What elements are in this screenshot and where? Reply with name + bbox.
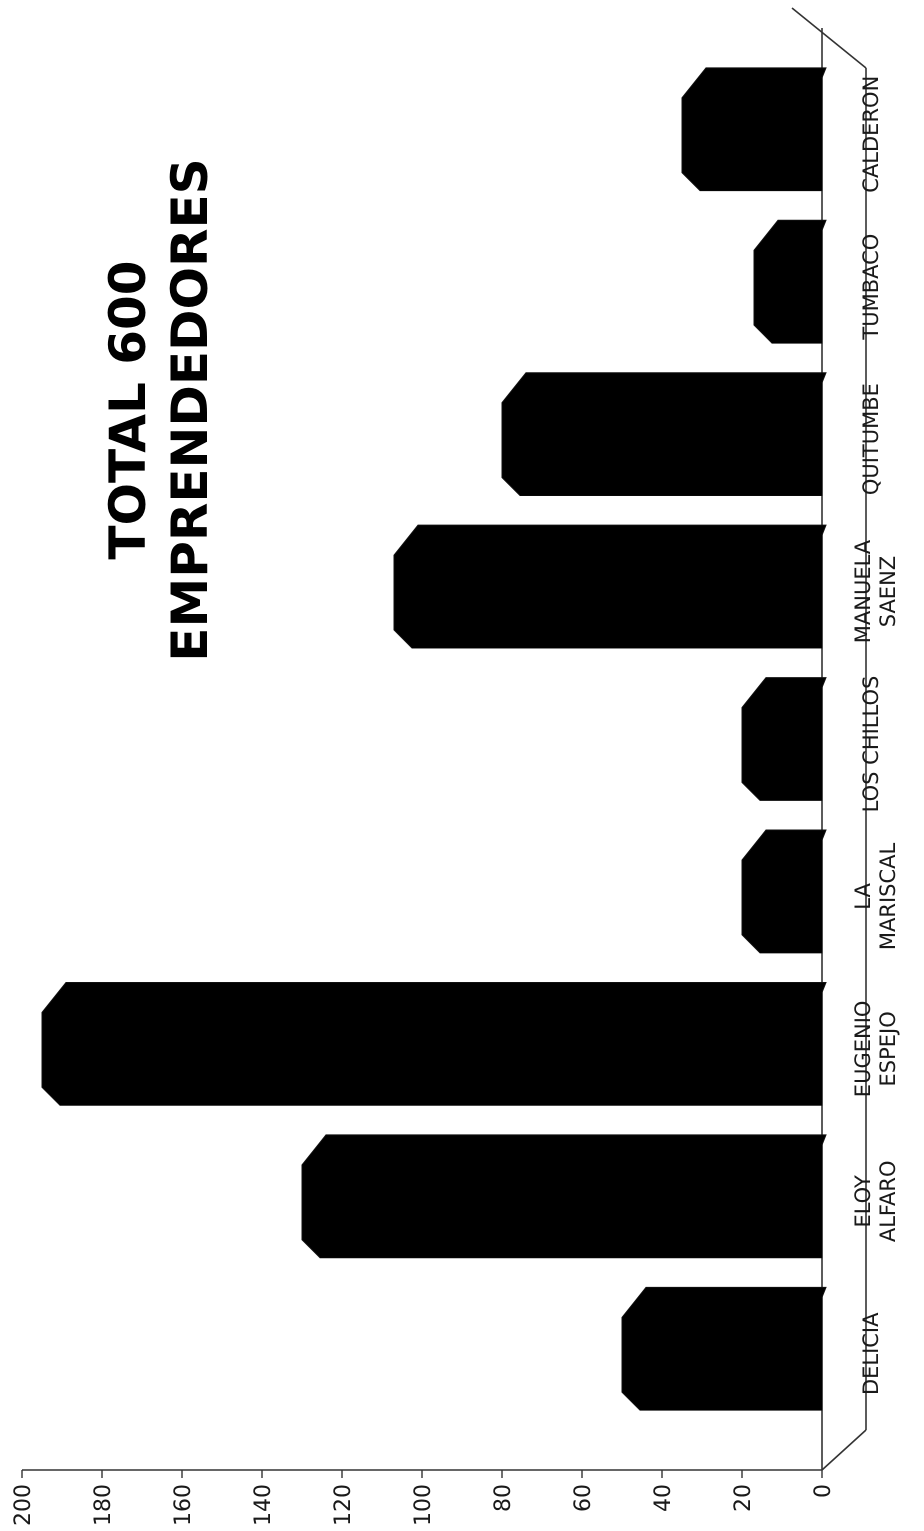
category-label: EUGENIOESPEJO xyxy=(851,1001,900,1098)
y-axis-ticks: 0 20 40 60 80 100 120 140 160 180 200 xyxy=(11,1470,836,1526)
category-label: ELOYALFARO xyxy=(851,1160,900,1242)
bar-face xyxy=(520,382,822,496)
bar xyxy=(393,524,827,649)
bar xyxy=(501,372,827,497)
y-tick-label: 0 xyxy=(811,1484,836,1498)
bar xyxy=(681,67,827,192)
y-tick-label: 200 xyxy=(11,1484,36,1526)
chart-title: TOTAL 600EMPRENDEDORES xyxy=(99,158,219,661)
bar xyxy=(741,829,827,954)
y-tick-label: 60 xyxy=(571,1484,596,1512)
floor-bottom-edge xyxy=(821,1429,867,1471)
y-tick-label: 140 xyxy=(251,1484,276,1526)
category-label: LOS CHILLOS xyxy=(859,676,883,813)
bar-face xyxy=(772,230,822,344)
y-tick-label: 180 xyxy=(91,1484,116,1526)
category-label: CALDERON xyxy=(859,76,883,193)
bar xyxy=(621,1286,827,1411)
bar-face xyxy=(60,992,822,1106)
category-label: MANUELASAENZ xyxy=(851,539,900,643)
bar-face xyxy=(640,1297,822,1411)
bar xyxy=(753,219,827,344)
category-label: QUITUMBE xyxy=(859,383,883,495)
bar-face xyxy=(412,535,822,648)
category-label: TUMBACO xyxy=(859,234,883,341)
y-tick-label: 160 xyxy=(171,1484,196,1526)
bars xyxy=(41,67,827,1411)
bar-face xyxy=(760,840,822,953)
bar-face xyxy=(760,687,822,801)
y-tick-label: 40 xyxy=(651,1484,676,1512)
y-tick-label: 100 xyxy=(411,1484,436,1526)
bar xyxy=(741,677,827,801)
category-label: DELICIA xyxy=(859,1312,883,1395)
bar xyxy=(301,1134,827,1259)
bar-face xyxy=(320,1144,822,1258)
y-tick-label: 80 xyxy=(491,1484,516,1512)
chart-title-text: TOTAL 600EMPRENDEDORES xyxy=(99,158,219,661)
y-tick-label: 120 xyxy=(331,1484,356,1526)
category-labels: DELICIA ELOYALFARO EUGENIOESPEJO LAMARISCAL… xyxy=(851,76,900,1395)
bar-face xyxy=(700,77,822,191)
category-label: LAMARISCAL xyxy=(851,842,900,950)
y-tick-label: 20 xyxy=(731,1484,756,1512)
floor-top-edge xyxy=(791,7,867,69)
bar xyxy=(41,981,827,1106)
